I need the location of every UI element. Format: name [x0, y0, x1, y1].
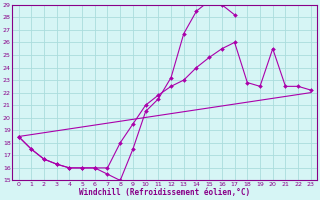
X-axis label: Windchill (Refroidissement éolien,°C): Windchill (Refroidissement éolien,°C) — [79, 188, 250, 197]
